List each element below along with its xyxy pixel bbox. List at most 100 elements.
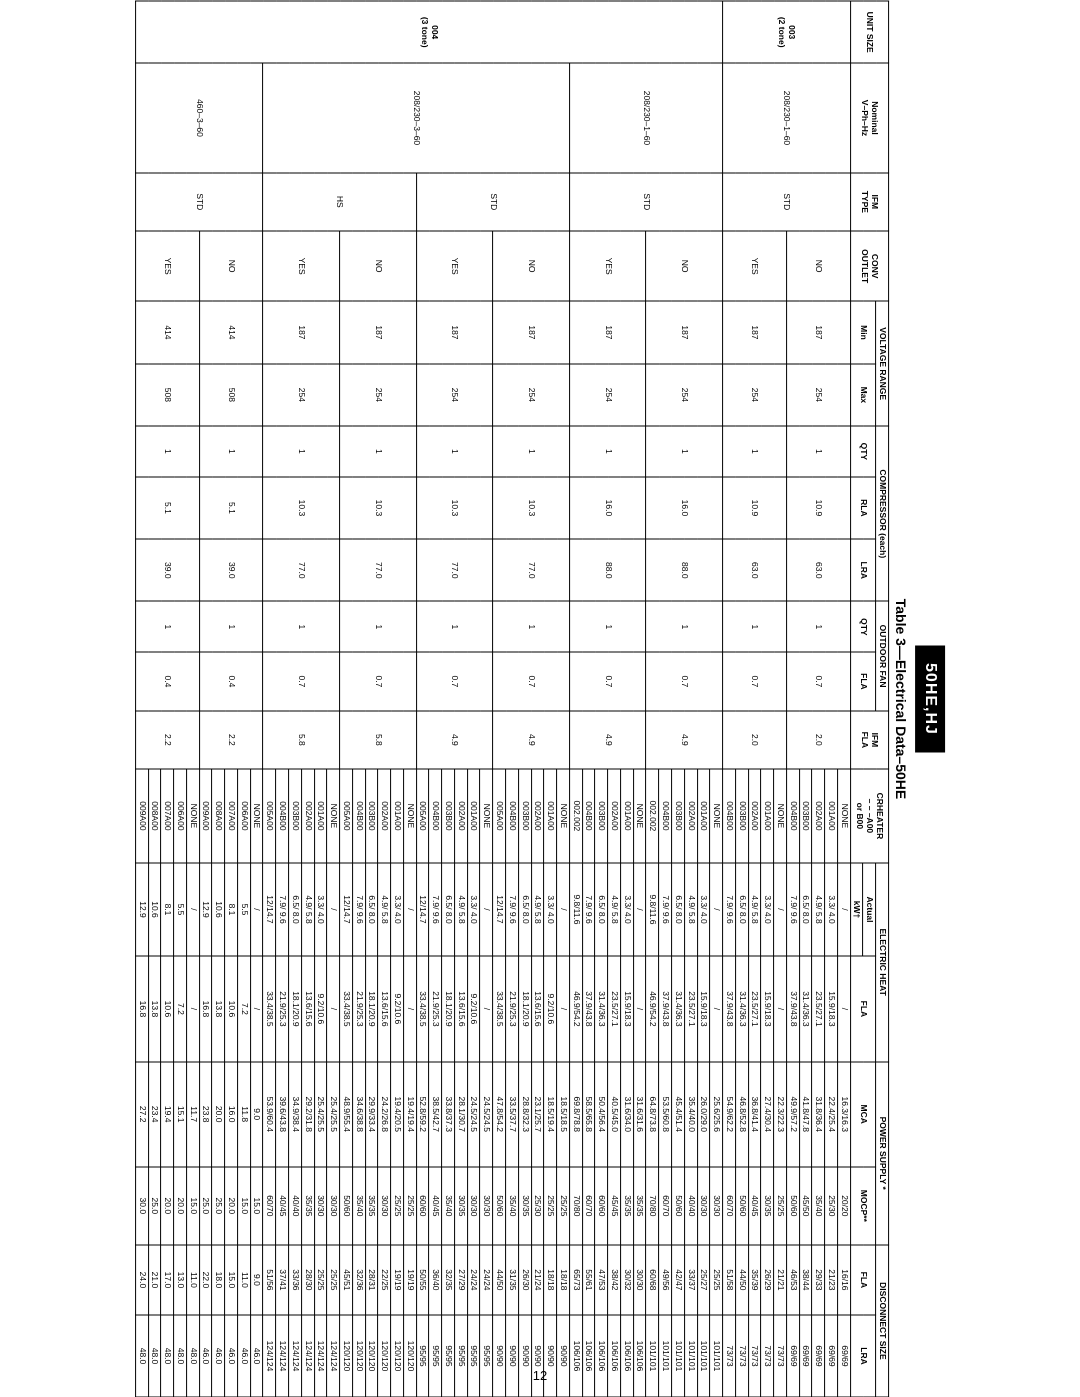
- cell-kwt: 3.3/ 4.0: [697, 862, 710, 956]
- th-crheater: CRHEATER– – –A00or B00: [850, 769, 888, 863]
- cell-heat-fla: 23.5/27.1: [684, 956, 697, 1061]
- cell-heat-fla: 7.2: [174, 956, 187, 1061]
- cell-conv-outlet: YES: [135, 231, 199, 301]
- cell-disc-fla: 11.0: [238, 1244, 251, 1314]
- th-unit-size: UNIT SIZE: [850, 1, 888, 63]
- cell-mocp: 25.0: [212, 1166, 225, 1244]
- cell-mocp: 15.0: [186, 1166, 199, 1244]
- cell-disc-lra: 124/124: [263, 1315, 276, 1397]
- cell-disc-fla: 51/56: [263, 1244, 276, 1314]
- cell-disc-fla: 9.0: [250, 1244, 263, 1314]
- cell-crheater: 003B00: [289, 769, 302, 863]
- cell-disc-lra: 48.0: [148, 1315, 161, 1397]
- cell-kwt: 12/14.7: [263, 862, 276, 956]
- cell-mocp: 30/35: [455, 1166, 468, 1244]
- cell-mca: 26.0/29.0: [697, 1061, 710, 1166]
- cell-mca: 35.4/40.0: [684, 1061, 697, 1166]
- cell-heat-fla: /: [557, 956, 570, 1061]
- cell-disc-lra: 69/69: [786, 1315, 799, 1397]
- cell-crheater: 009A00: [199, 769, 212, 863]
- cell-heat-fla: 15.9/18.3: [825, 956, 838, 1061]
- cell-ifm-fla: 2.2: [199, 710, 263, 768]
- cell-heat-fla: 23.5/27.1: [812, 956, 825, 1061]
- cell-disc-lra: 90/90: [518, 1315, 531, 1397]
- cell-disc-lra: 120/120: [403, 1315, 416, 1397]
- th-voltage-range: VOLTAGE RANGE: [876, 301, 889, 426]
- cell-heat-fla: 31.4/36.3: [799, 956, 812, 1061]
- cell-comp-qty: 1: [569, 426, 646, 477]
- cell-heat-fla: 13.6/15.6: [455, 956, 468, 1061]
- cell-disc-fla: 38/42: [608, 1244, 621, 1314]
- cell-crheater: 004B00: [429, 769, 442, 863]
- table-row: 460–3–60STDNO41450815.139.010.42.2NONE//…: [250, 1, 263, 1397]
- cell-mca: 9.0: [250, 1061, 263, 1166]
- cell-kwt: 6.5/ 8.0: [672, 862, 685, 956]
- cell-mca: 19.4: [161, 1061, 174, 1166]
- cell-conv-outlet: YES: [723, 231, 787, 301]
- cell-mca: 58.5/65.8: [582, 1061, 595, 1166]
- cell-disc-lra: 95/95: [455, 1315, 468, 1397]
- cell-disc-lra: 46.0: [212, 1315, 225, 1397]
- cell-ifm-fla: 5.8: [340, 710, 417, 768]
- cell-mca: 23.8: [199, 1061, 212, 1166]
- cell-heat-fla: 9.2/10.6: [544, 956, 557, 1061]
- cell-conv-outlet: NO: [646, 231, 723, 301]
- cell-mocp: 60/60: [595, 1166, 608, 1244]
- th-o-fla: FLA: [850, 652, 876, 710]
- cell-disc-lra: 124/124: [289, 1315, 302, 1397]
- cell-disc-lra: 95/95: [429, 1315, 442, 1397]
- cell-kwt: 3.3/ 4.0: [825, 862, 838, 956]
- cell-mca: 28.8/32.3: [518, 1061, 531, 1166]
- cell-heat-fla: /: [186, 956, 199, 1061]
- cell-comp-qty: 1: [493, 426, 570, 477]
- cell-disc-lra: 69/69: [838, 1315, 851, 1397]
- cell-kwt: 12/14.7: [493, 862, 506, 956]
- cell-heat-fla: 37.9/43.8: [659, 956, 672, 1061]
- cell-rla: 10.3: [340, 476, 417, 538]
- cell-conv-outlet: YES: [263, 231, 340, 301]
- cell-mocp: 25/25: [774, 1166, 787, 1244]
- cell-kwt: 10.6: [148, 862, 161, 956]
- cell-disc-fla: 21/23: [825, 1244, 838, 1314]
- cell-crheater: 003B00: [672, 769, 685, 863]
- cell-heat-fla: 21.9/25.3: [506, 956, 519, 1061]
- cell-crheater: 004B00: [723, 769, 736, 863]
- cell-crheater: 004B00: [352, 769, 365, 863]
- cell-disc-fla: 21/24: [531, 1244, 544, 1314]
- cell-heat-fla: 33.4/38.5: [416, 956, 429, 1061]
- cell-heat-fla: 21.9/25.3: [429, 956, 442, 1061]
- cell-kwt: 12/14.7: [416, 862, 429, 956]
- cell-heat-fla: 37.9/43.8: [723, 956, 736, 1061]
- table-caption: Table 3—Electrical Data–50HE: [893, 0, 909, 1397]
- cell-disc-lra: 69/69: [825, 1315, 838, 1397]
- cell-mca: 18.5/19.4: [544, 1061, 557, 1166]
- cell-comp-qty: 1: [340, 426, 417, 477]
- cell-heat-fla: 18.1/20.9: [442, 956, 455, 1061]
- cell-unit-size: 003(2 tone): [723, 1, 851, 63]
- cell-mca: 27.2: [135, 1061, 148, 1166]
- cell-mca: 24.5/24.5: [467, 1061, 480, 1166]
- cell-ofan-qty: 1: [493, 601, 570, 652]
- cell-disc-lra: 106/106: [608, 1315, 621, 1397]
- cell-disc-lra: 95/95: [442, 1315, 455, 1397]
- cell-mocp: 35/35: [365, 1166, 378, 1244]
- th-c-qty: QTY: [850, 426, 876, 477]
- cell-mocp: 60/70: [723, 1166, 736, 1244]
- cell-kwt: 3.3/ 4.0: [391, 862, 404, 956]
- cell-kwt: 7.9/ 9.6: [659, 862, 672, 956]
- cell-kwt: /: [633, 862, 646, 956]
- cell-ifm-fla: 5.8: [263, 710, 340, 768]
- cell-crheater: 002A00: [378, 769, 391, 863]
- cell-mca: 11.7: [186, 1061, 199, 1166]
- cell-min: 187: [340, 301, 417, 363]
- cell-kwt: 12.9: [135, 862, 148, 956]
- cell-kwt: 8.1: [161, 862, 174, 956]
- cell-crheater: 003B00: [365, 769, 378, 863]
- cell-mca: 53.5/60.8: [659, 1061, 672, 1166]
- cell-kwt: 7.9/ 9.6: [582, 862, 595, 956]
- cell-crheater: 004B00: [506, 769, 519, 863]
- cell-ofan-fla: 0.7: [786, 652, 850, 710]
- cell-heat-fla: 13.6/15.6: [301, 956, 314, 1061]
- cell-disc-fla: 36/40: [429, 1244, 442, 1314]
- cell-ifm-fla: 4.9: [416, 710, 493, 768]
